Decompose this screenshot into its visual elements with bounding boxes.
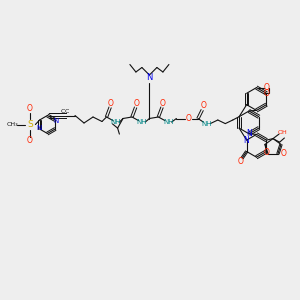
Text: O: O [280, 149, 286, 158]
Text: O: O [160, 99, 166, 108]
Text: N: N [247, 129, 253, 138]
Text: NH: NH [202, 121, 212, 127]
Text: N: N [243, 136, 249, 145]
Text: OH: OH [278, 130, 287, 135]
Text: O: O [134, 99, 140, 108]
Text: O: O [264, 148, 269, 157]
Text: NH: NH [137, 119, 147, 125]
Text: N: N [53, 118, 58, 124]
Text: S: S [27, 120, 33, 129]
Text: CH₃: CH₃ [6, 122, 18, 127]
Text: O: O [108, 99, 114, 108]
Text: O: O [27, 136, 33, 145]
Text: C: C [64, 110, 69, 114]
Text: O: O [27, 104, 33, 113]
Text: O: O [263, 83, 269, 92]
Text: O: O [263, 89, 269, 98]
Text: NH: NH [111, 119, 121, 125]
Text: N: N [36, 125, 42, 131]
Text: O: O [238, 157, 244, 166]
Text: O: O [200, 101, 206, 110]
Text: O: O [185, 114, 191, 123]
Text: C: C [60, 110, 64, 114]
Text: N: N [146, 74, 153, 82]
Text: NH: NH [163, 119, 174, 125]
